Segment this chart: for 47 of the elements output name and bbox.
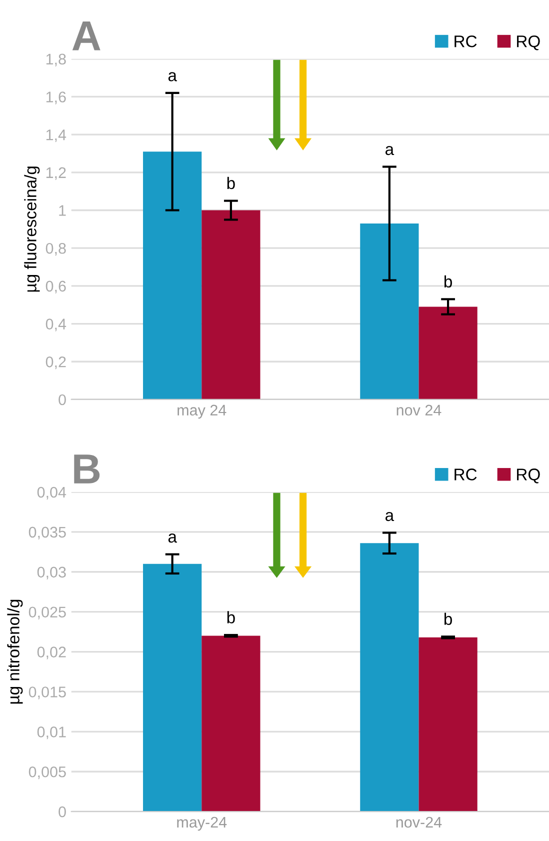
- y-tick-label: 1,4: [46, 130, 66, 142]
- y-tick-label: 0,02: [37, 646, 66, 660]
- bar: [360, 543, 419, 812]
- x-tick-label: may-24: [177, 816, 227, 831]
- y-tick-label: 0: [58, 806, 66, 818]
- bar: [202, 636, 260, 812]
- x-tick-label: may 24: [178, 404, 226, 419]
- annotation: a: [168, 72, 177, 82]
- annotation: a: [386, 146, 394, 156]
- bar: [202, 210, 260, 400]
- y-tick-label: 0,04: [37, 486, 66, 500]
- annotation: a: [386, 512, 394, 522]
- legend-label: RQ: [517, 468, 540, 484]
- annotation: b: [444, 612, 452, 625]
- chart-title: A: [72, 22, 100, 50]
- y-tick-label: 1,6: [46, 92, 66, 104]
- x-tick-label: nov-24: [396, 816, 442, 828]
- bar: [418, 306, 478, 400]
- annotation: b: [227, 176, 235, 190]
- bar: [143, 564, 202, 812]
- y-tick-label: 0,025: [28, 606, 66, 620]
- bar: [418, 637, 478, 812]
- y-axis-title: µg nitrofenol/g: [7, 600, 23, 704]
- annotation: b: [227, 611, 235, 624]
- y-tick-label: 0,01: [37, 726, 66, 740]
- y-tick-label: 0,8: [46, 242, 66, 256]
- bar: [360, 223, 419, 400]
- y-axis-title: µg fluoresceina/g: [24, 166, 40, 292]
- y-tick-label: 0: [58, 394, 66, 406]
- y-tick-label: 1,8: [46, 54, 66, 66]
- y-tick-label: 1: [59, 205, 66, 216]
- annotation: b: [444, 275, 452, 288]
- legend-label: RC: [454, 35, 477, 48]
- y-tick-label: 0,015: [28, 686, 66, 700]
- y-tick-label: 1,2: [46, 167, 66, 180]
- legend-label: RQ: [517, 35, 540, 50]
- y-tick-label: 0,03: [37, 566, 66, 580]
- y-tick-label: 0,4: [46, 318, 66, 332]
- y-tick-label: 0,005: [28, 766, 66, 780]
- chart-title: B: [74, 454, 100, 484]
- legend-label: RC: [454, 468, 477, 480]
- y-tick-label: 0,035: [28, 526, 66, 540]
- x-tick-label: nov 24: [396, 404, 442, 416]
- y-tick-label: 0,6: [46, 280, 66, 294]
- bar: [143, 152, 202, 400]
- annotation: a: [168, 534, 177, 543]
- y-tick-label: 0,2: [46, 356, 66, 370]
